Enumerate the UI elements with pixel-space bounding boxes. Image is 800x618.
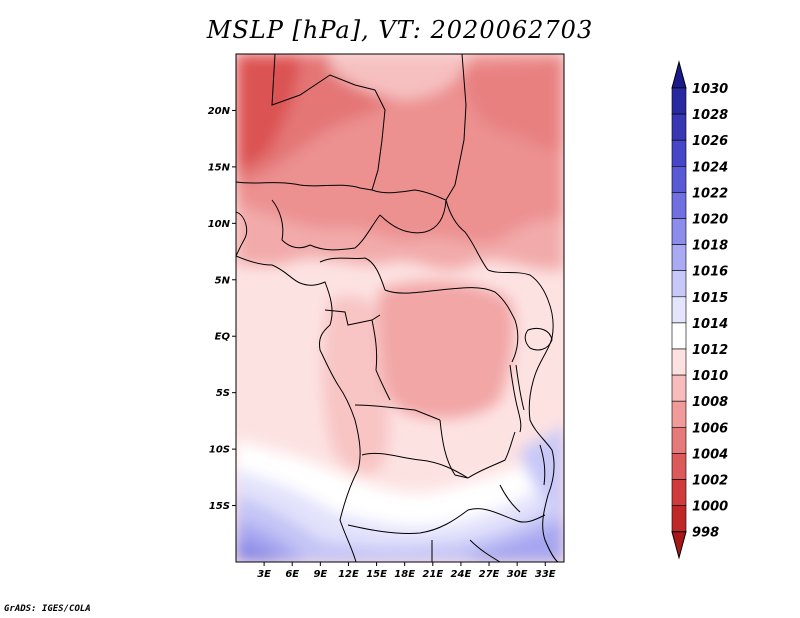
colorbar-segment <box>671 322 687 350</box>
map-frame <box>235 53 565 563</box>
colorbar-segment <box>671 244 687 272</box>
lon-tick-label: 9E <box>313 569 327 580</box>
lat-tick-label: 5N <box>215 275 231 286</box>
colorbar-label: 1026 <box>692 134 728 149</box>
colorbar-segment <box>671 374 687 402</box>
grads-credit: GrADS: IGES/COLA <box>4 604 91 614</box>
colorbar-label: 1028 <box>692 108 728 123</box>
lat-tick-label: 10N <box>208 219 231 230</box>
lon-tick-label: 21E <box>422 569 443 580</box>
colorbar-bottom-arrow <box>671 531 687 560</box>
colorbar-label: 998 <box>692 526 719 541</box>
lon-tick-label: 6E <box>285 569 299 580</box>
lat-tick-label: 15N <box>208 162 231 173</box>
colorbar-label: 1006 <box>692 421 728 436</box>
colorbar-segment <box>671 296 687 324</box>
pressure-field <box>236 54 564 562</box>
lon-tick-label: 18E <box>394 569 415 580</box>
lat-tick-label: 15S <box>209 501 230 512</box>
lon-tick-label: 30E <box>507 569 528 580</box>
colorbar-label: 1012 <box>692 343 728 358</box>
colorbar-segment <box>671 479 687 506</box>
lon-tick-label: 33E <box>535 569 556 580</box>
lat-tick-label: 5S <box>216 388 230 399</box>
colorbar-label: 1008 <box>692 395 728 410</box>
colorbar-segment <box>671 218 687 245</box>
colorbar-label: 1018 <box>692 239 728 254</box>
coastlines-and-borders <box>236 54 559 562</box>
lat-tick-label: 20N <box>208 106 231 117</box>
page-title: MSLP [hPa], VT: 2020062703 <box>206 16 594 44</box>
colorbar-segment <box>671 270 687 298</box>
colorbar-label: 1015 <box>692 291 728 306</box>
colorbar-label: 1016 <box>692 265 728 280</box>
colorbar-label: 1022 <box>692 186 728 201</box>
colorbar-segment <box>671 139 687 167</box>
lon-tick-label: 27E <box>479 569 500 580</box>
colorbar-label: 1030 <box>692 82 728 97</box>
colorbar-label: 1002 <box>692 474 728 489</box>
colorbar-segment <box>671 505 687 533</box>
colorbar-label: 1024 <box>692 160 728 175</box>
colorbar-segment <box>671 453 687 480</box>
lon-tick-label: 12E <box>338 569 359 580</box>
colorbar-label: 1020 <box>692 213 728 228</box>
colorbar-segment <box>671 166 687 193</box>
colorbar-segment <box>671 87 687 115</box>
longitude-axis: 3E 6E 9E 12E 15E 18E 21E 24E 27E 30E 33E <box>257 562 556 580</box>
colorbar-segment <box>671 426 687 454</box>
colorbar-label: 1010 <box>692 369 728 384</box>
colorbar-segment <box>671 400 687 428</box>
colorbar-top-arrow <box>671 60 687 89</box>
lat-tick-label: EQ <box>215 332 231 343</box>
lat-tick-label: 10S <box>209 445 230 456</box>
latitude-axis: 20N 15N 10N 5N EQ 5S 10S 15S <box>208 106 236 512</box>
colorbar-segment <box>671 113 687 141</box>
colorbar-label: 1000 <box>692 500 728 515</box>
colorbar-segment <box>671 348 687 376</box>
colorbar-label: 1014 <box>692 317 728 332</box>
lon-tick-label: 3E <box>257 569 271 580</box>
lon-tick-label: 24E <box>451 569 472 580</box>
lon-tick-label: 15E <box>366 569 387 580</box>
colorbar-segment <box>671 192 687 219</box>
colorbar: 1030 1028 1026 1024 1022 1020 1018 1016 1015 1014… <box>671 60 728 560</box>
colorbar-label: 1004 <box>692 447 728 462</box>
